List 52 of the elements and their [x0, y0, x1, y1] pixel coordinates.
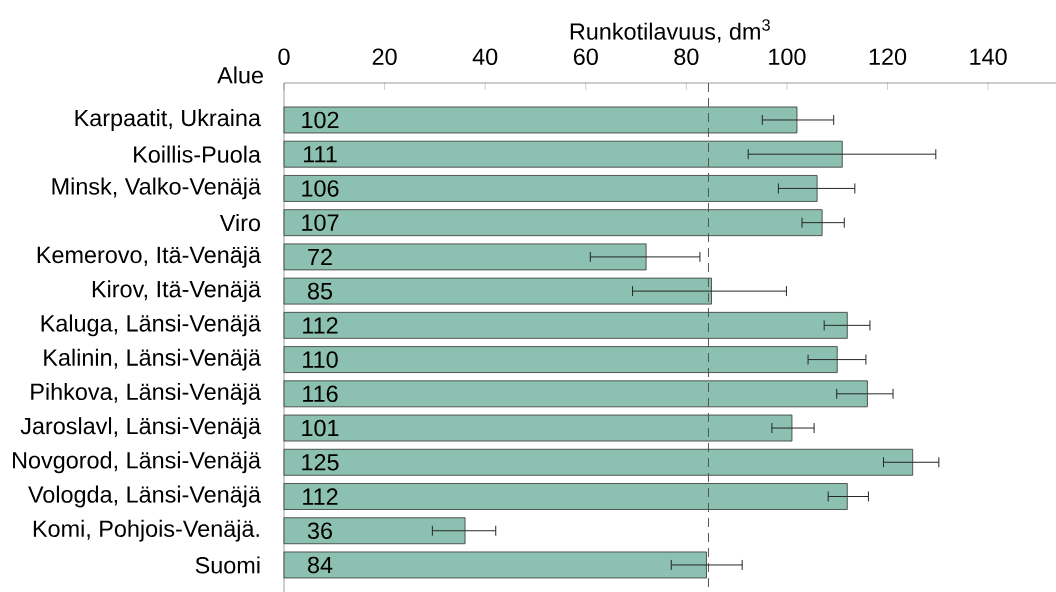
bar: [283, 346, 838, 373]
x-tick-label: 40: [472, 48, 498, 65]
data-label: 116: [303, 385, 338, 403]
x-tick-label: 0: [278, 48, 290, 65]
data-label: 111: [303, 146, 337, 163]
data-label: 85: [308, 282, 333, 300]
bar: [283, 380, 868, 408]
data-label: 110: [303, 351, 338, 368]
x-tick-label: 100: [769, 48, 806, 65]
x-tick-label: 120: [869, 48, 907, 65]
y-tick-label: Vologda, Länsi-Venäjä: [28, 485, 261, 508]
data-label: 112: [303, 488, 338, 505]
y-tick-label: Karpaatit, Ukraina: [75, 109, 261, 131]
data-label: 125: [302, 453, 339, 471]
data-label: 107: [302, 214, 339, 231]
y-axis-title: Alue: [217, 66, 263, 84]
y-tick-label: Kemerovo, Itä-Venäjä: [37, 245, 261, 268]
y-tick-label: Novgorod, Länsi-Venäjä: [13, 451, 261, 474]
y-tick-label: Jaroslavl, Länsi-Venäjä: [20, 417, 261, 439]
y-tick-label: Kalinin, Länsi-Venäjä: [44, 348, 261, 371]
bar: [283, 106, 798, 134]
data-label: 101: [302, 419, 339, 437]
bar: [283, 175, 818, 202]
data-label: 102: [302, 111, 339, 129]
y-tick-label: Kaluga, Länsi-Venäjä: [41, 314, 261, 337]
bar: [283, 414, 793, 442]
y-tick-label: Komi, Pohjois-Venäjä.: [33, 519, 259, 542]
bar: [283, 517, 466, 545]
y-tick-label: Koillis-Puola: [134, 145, 261, 163]
data-label: 112: [303, 317, 338, 334]
x-tick-label: 140: [970, 48, 1007, 65]
y-tick-label: Suomi: [195, 556, 260, 574]
y-tick-label: Viro: [219, 214, 261, 232]
x-tick-label: 20: [372, 48, 397, 65]
bar: [283, 140, 843, 168]
y-tick-label: Minsk, Valko-Venäjä: [52, 177, 261, 200]
x-tick-label: 60: [573, 48, 598, 65]
y-tick-label: Kirov, Itä-Venäjä: [92, 280, 261, 303]
data-label: 106: [302, 180, 339, 197]
data-label: 36: [307, 522, 332, 540]
y-tick-label: Pihkova, Länsi-Venäjä: [31, 382, 261, 405]
bar: [283, 277, 712, 305]
bar: [283, 551, 707, 579]
bar: [283, 243, 647, 271]
bar: [283, 483, 848, 510]
bar: [283, 448, 914, 476]
bar: [283, 311, 848, 339]
x-axis-title: Runkotilavuus, dm$^{3}$: [570, 19, 770, 43]
data-label: 72: [308, 248, 332, 266]
data-label: 84: [308, 556, 333, 574]
x-tick-label: 80: [674, 48, 699, 65]
bar: [283, 209, 823, 237]
